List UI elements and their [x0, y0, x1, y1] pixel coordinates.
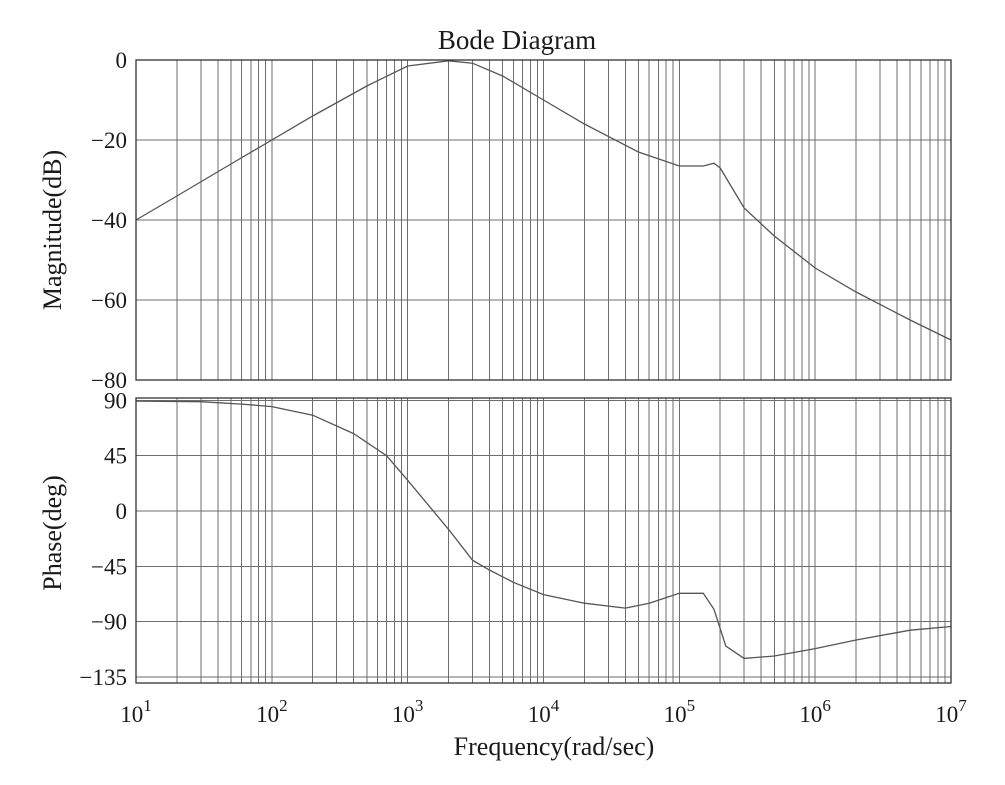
phase-frame: [135, 397, 952, 684]
phase-y-tick-label: 0: [116, 499, 128, 524]
x-tick-base: 10: [528, 702, 551, 727]
x-tick-base: 10: [256, 702, 279, 727]
x-tick-base: 10: [799, 702, 822, 727]
magnitude-y-tick-label: −40: [91, 208, 127, 233]
x-tick-exponent: 1: [143, 696, 152, 715]
x-tick-label: 107: [935, 696, 967, 727]
phase-panel: 90 45 0 −45 −90 −135 Phase(deg): [38, 388, 952, 690]
x-tick-label: 101: [120, 696, 152, 727]
x-tick-exponent: 3: [415, 696, 424, 715]
x-tick-label: 102: [256, 696, 288, 727]
phase-grid: [136, 398, 951, 683]
magnitude-panel: 0 −20 −40 −60 −80 Magnitude(dB): [38, 48, 952, 393]
phase-y-tick-label: −135: [80, 665, 127, 690]
phase-y-tick-label: 90: [104, 388, 127, 413]
magnitude-y-tick-label: 0: [116, 48, 128, 73]
phase-y-ticks: 90 45 0 −45 −90 −135: [80, 388, 127, 689]
phase-y-tick-label: −45: [91, 554, 127, 579]
magnitude-grid: [136, 60, 951, 380]
x-tick-exponent: 6: [822, 696, 831, 715]
phase-y-tick-label: −90: [91, 610, 127, 635]
x-tick-exponent: 4: [551, 696, 560, 715]
phase-y-tick-label: 45: [104, 444, 127, 469]
x-axis-label: Frequency(rad/sec): [454, 732, 655, 761]
x-tick-base: 10: [664, 702, 687, 727]
x-tick-label: 105: [664, 696, 696, 727]
x-tick-label: 103: [392, 696, 424, 727]
x-tick-base: 10: [392, 702, 415, 727]
phase-curve: [135, 400, 952, 660]
x-tick-exponent: 2: [279, 696, 288, 715]
phase-axis-label: Phase(deg): [38, 475, 67, 591]
magnitude-curve: [135, 60, 952, 341]
x-tick-base: 10: [935, 702, 958, 727]
magnitude-y-tick-label: −80: [91, 368, 127, 393]
magnitude-y-tick-label: −20: [91, 128, 127, 153]
x-tick-exponent: 7: [958, 696, 967, 715]
x-tick-base: 10: [120, 702, 143, 727]
x-tick-label: 106: [799, 696, 831, 727]
magnitude-y-tick-label: −60: [91, 288, 127, 313]
magnitude-y-ticks: 0 −20 −40 −60 −80: [91, 48, 127, 393]
x-tick-label: 104: [528, 696, 560, 727]
x-tick-exponent: 5: [687, 696, 696, 715]
chart-title: Bode Diagram: [438, 25, 596, 55]
x-tick-labels: 101 102 103 104 105 106 107: [120, 696, 967, 727]
magnitude-axis-label: Magnitude(dB): [38, 150, 67, 310]
magnitude-frame: [135, 59, 952, 381]
